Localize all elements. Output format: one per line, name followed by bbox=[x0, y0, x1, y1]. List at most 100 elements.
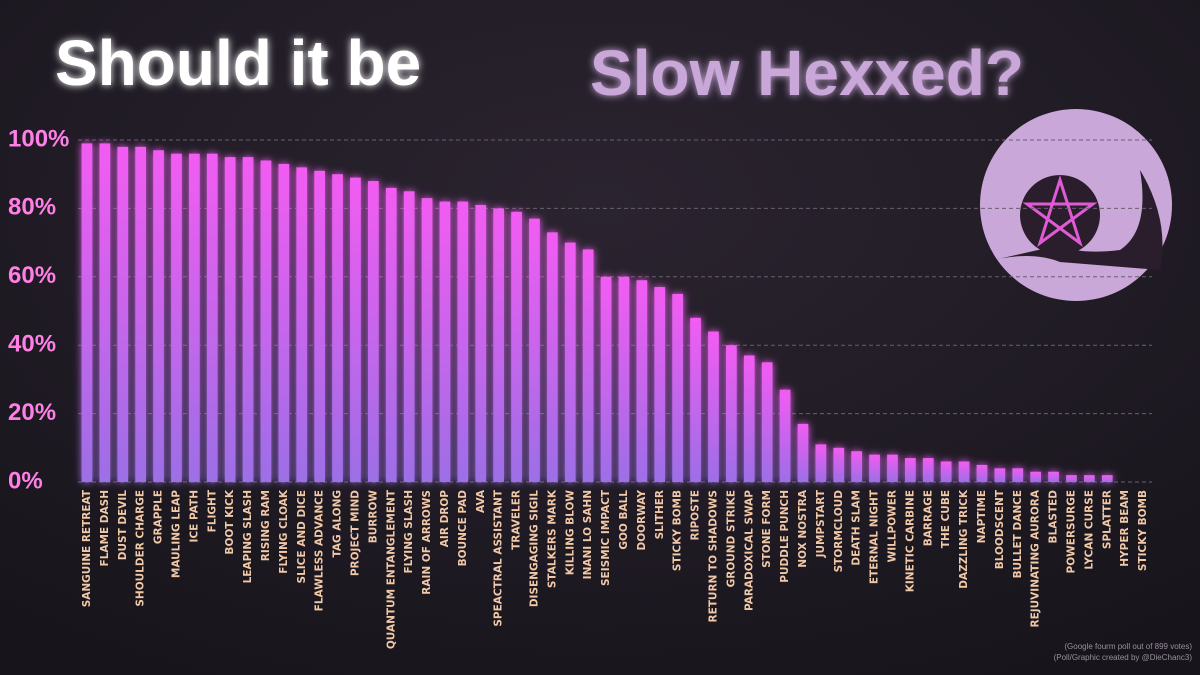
x-tick-label: DISENGAGING SIGIL bbox=[528, 490, 540, 607]
x-tick-label: FLAWLESS ADVANCE bbox=[314, 490, 326, 611]
bar bbox=[690, 317, 701, 482]
x-tick-label: STONE FORM bbox=[761, 490, 773, 568]
footnote: (Poll/Graphic created by @DieChanc3) bbox=[1054, 653, 1193, 662]
x-tick-label: TAG ALONG bbox=[332, 490, 344, 558]
x-tick-label: FLAME DASH bbox=[99, 490, 111, 566]
x-tick-label: GROUND STRIKE bbox=[725, 490, 737, 587]
x-tick-label: PROJECT MIND bbox=[349, 490, 361, 576]
bar bbox=[869, 454, 880, 482]
bar bbox=[994, 468, 1006, 482]
x-tick-label: BARRAGE bbox=[922, 490, 934, 546]
x-tick-label: POWERSURGE bbox=[1065, 490, 1077, 573]
bar bbox=[797, 423, 809, 482]
bar bbox=[350, 177, 361, 482]
bar bbox=[940, 461, 952, 482]
bar bbox=[81, 143, 93, 483]
x-tick-label: DAZZLING TRICK bbox=[958, 489, 970, 589]
bar bbox=[958, 461, 970, 482]
bar bbox=[117, 146, 129, 482]
x-tick-label: BLOODSCENT bbox=[994, 489, 1006, 569]
bar bbox=[1048, 471, 1059, 482]
footnote: (Google fourm poll out of 899 votes) bbox=[1064, 642, 1192, 651]
bar bbox=[260, 160, 272, 482]
bar bbox=[618, 276, 630, 482]
bar bbox=[385, 187, 397, 482]
bar bbox=[403, 191, 415, 483]
bar bbox=[171, 153, 182, 482]
x-tick-label: BOOT KICK bbox=[224, 489, 236, 554]
bar bbox=[314, 170, 326, 482]
bar bbox=[672, 293, 684, 482]
bar bbox=[976, 464, 988, 482]
x-tick-label: KINETIC CARBINE bbox=[904, 490, 916, 592]
x-tick-label: FLIGHT bbox=[206, 489, 218, 532]
bar bbox=[851, 451, 863, 482]
x-tick-label: DEATH SLAM bbox=[851, 490, 863, 566]
x-tick-label: BOUNCE PAD bbox=[457, 490, 469, 567]
bar bbox=[332, 174, 343, 482]
x-tick-label: SPLATTER bbox=[1101, 490, 1113, 549]
bar bbox=[582, 249, 594, 482]
bar bbox=[493, 208, 505, 482]
bar bbox=[188, 153, 200, 482]
x-tick-label: SPEACTRAL ASSISTANT bbox=[493, 489, 505, 626]
x-tick-label: PUDDLE PUNCH bbox=[779, 490, 791, 583]
bar bbox=[600, 276, 612, 482]
bar bbox=[904, 458, 916, 482]
bar bbox=[708, 331, 719, 482]
bar bbox=[833, 447, 845, 482]
bar bbox=[439, 201, 451, 482]
x-tick-label: BULLET DANCE bbox=[1012, 490, 1024, 578]
x-tick-label: LEAPING SLASH bbox=[242, 490, 254, 583]
bar bbox=[206, 153, 218, 482]
bar bbox=[743, 355, 755, 482]
x-tick-label: SEISMIC IMPACT bbox=[600, 489, 612, 586]
x-tick-label: KILLING BLOW bbox=[564, 490, 576, 576]
bar bbox=[421, 198, 433, 482]
x-tick-label: BLASTED bbox=[1048, 490, 1060, 544]
x-tick-label: STALKERS MARK bbox=[546, 489, 558, 588]
x-tick-label: LYCAN CURSE bbox=[1083, 490, 1095, 570]
x-tick-label: FLYING SLASH bbox=[403, 490, 415, 574]
title: Should it be bbox=[55, 27, 421, 99]
bar bbox=[475, 204, 487, 483]
x-tick-label: GRAPPLE bbox=[153, 490, 165, 544]
snail-badge bbox=[980, 109, 1172, 301]
x-tick-label: JUMPSTART bbox=[815, 489, 827, 558]
bar bbox=[887, 454, 898, 482]
x-tick-label: DUST DEVIL bbox=[117, 490, 129, 561]
x-tick-label: WILLPOWER bbox=[886, 490, 898, 562]
x-tick-label: SANGUINE RETREAT bbox=[81, 489, 93, 607]
x-tick-label: REJUVINATING AURORA bbox=[1030, 489, 1042, 627]
x-tick-label: ICE PATH bbox=[188, 490, 200, 542]
bar bbox=[1101, 475, 1113, 482]
bar bbox=[99, 143, 111, 483]
bar bbox=[153, 150, 164, 482]
bar bbox=[779, 389, 791, 482]
bar bbox=[242, 157, 254, 482]
bar bbox=[546, 232, 558, 482]
title-highlight: Slow Hexxed? bbox=[590, 37, 1024, 109]
x-tick-label: MAULING LEAP bbox=[170, 490, 182, 578]
bar bbox=[761, 362, 773, 482]
x-tick-label: GOO BALL bbox=[618, 490, 630, 550]
x-tick-label: FLYING CLOAK bbox=[278, 489, 290, 574]
x-tick-label: STICKY BOMB bbox=[672, 490, 684, 571]
x-tick-label: INANI LO SAHN bbox=[582, 490, 594, 579]
bar bbox=[654, 287, 666, 482]
x-tick-label: SLITHER bbox=[654, 490, 666, 539]
bar bbox=[725, 345, 737, 482]
x-tick-label: NOX NOSTRA bbox=[797, 489, 809, 568]
bar bbox=[135, 146, 147, 482]
bar bbox=[511, 211, 522, 482]
bar bbox=[815, 444, 827, 482]
x-tick-label: RISING RAM bbox=[260, 490, 272, 561]
x-tick-label: QUANTUM ENTANGLEMENT bbox=[385, 489, 397, 649]
x-tick-label: PARADOXICAL SWAP bbox=[743, 490, 755, 611]
bar bbox=[564, 242, 576, 482]
x-tick-label: DOORWAY bbox=[636, 490, 648, 551]
bar bbox=[636, 280, 648, 482]
x-tick-label: AIR DROP bbox=[439, 490, 451, 548]
